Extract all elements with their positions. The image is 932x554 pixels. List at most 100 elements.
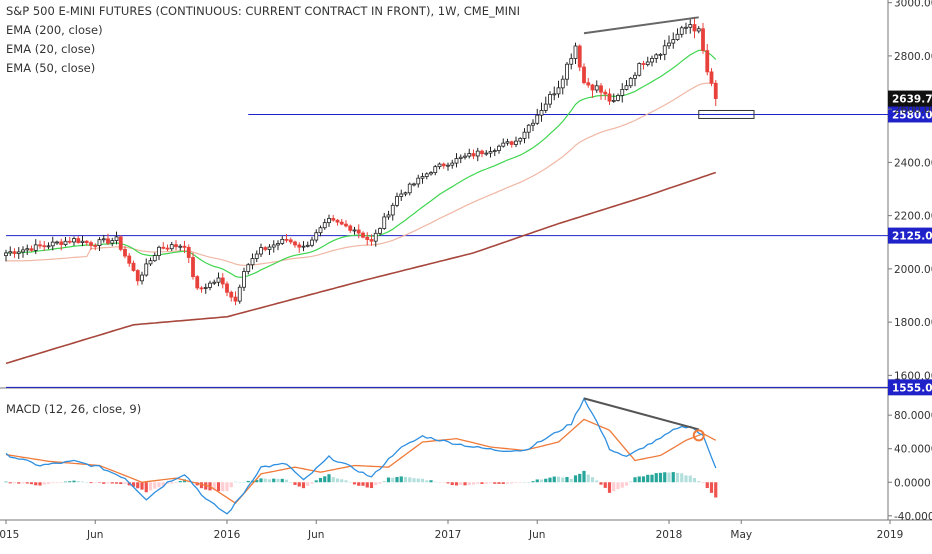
macd-line — [5, 397, 717, 515]
hist-bar-neg — [437, 482, 442, 483]
candle-down — [161, 246, 166, 249]
hist-bar-neg — [599, 482, 603, 485]
candle-up — [152, 255, 157, 262]
candle-down — [186, 246, 191, 258]
indicator-ema50: EMA (50, close) — [6, 61, 96, 75]
candle-up — [203, 287, 208, 289]
hist-bar-neg — [369, 482, 374, 489]
hist-bar-pos — [429, 480, 433, 483]
hist-bar-pos — [663, 472, 667, 483]
chart-title: S&P 500 E-MINI FUTURES (CONTINUOUS: CURR… — [6, 4, 521, 18]
candle-down — [607, 93, 612, 102]
hist-bar-pos — [399, 476, 403, 483]
hist-bar-pos — [586, 474, 590, 483]
candle-up — [658, 53, 663, 56]
candle-down — [182, 245, 187, 248]
hist-bar-neg — [365, 482, 369, 488]
hist-bar-pos — [391, 477, 395, 483]
candle-up — [696, 28, 701, 32]
hist-bar-pos — [671, 472, 675, 483]
candle-up — [157, 246, 161, 256]
candle-up — [637, 63, 642, 76]
candle-up — [628, 77, 633, 87]
time-tick-label: May — [730, 529, 752, 541]
macd-tick-label: 80.0000 — [894, 410, 932, 422]
hist-bar-neg — [89, 482, 93, 484]
time-tick-label: Jun — [307, 529, 324, 541]
candle-up — [611, 99, 616, 102]
candle-down — [59, 241, 64, 245]
candle-down — [93, 245, 98, 247]
candle-up — [654, 54, 659, 59]
hist-bar-pos — [675, 473, 680, 483]
candle-up — [254, 253, 259, 259]
candle-up — [97, 239, 102, 246]
candle-up — [8, 251, 13, 254]
candle-down — [331, 218, 336, 221]
hist-bar-neg — [136, 482, 140, 489]
hist-bar-pos — [412, 478, 416, 483]
hist-bar-pos — [633, 477, 637, 483]
candle-down — [335, 219, 340, 223]
macd-panel — [4, 397, 718, 515]
candle-up — [539, 110, 544, 116]
hist-bar-pos — [80, 481, 85, 483]
candle-up — [543, 103, 548, 111]
hist-bar-neg — [148, 482, 153, 491]
hist-bar-neg — [161, 482, 165, 487]
hist-bar-neg — [119, 482, 123, 485]
hist-bar-neg — [110, 482, 114, 484]
hist-bar-neg — [123, 482, 127, 484]
candle-up — [305, 244, 310, 247]
hist-bar-pos — [72, 480, 76, 483]
hist-bar-neg — [352, 482, 357, 485]
hist-bar-pos — [582, 470, 586, 483]
candle-up — [475, 150, 480, 157]
hist-bar-neg — [374, 482, 378, 486]
price-tick-label: 2600.00 — [894, 104, 932, 116]
hist-bar-pos — [531, 481, 535, 483]
candle-up — [437, 163, 442, 168]
hist-bar-pos — [561, 477, 565, 483]
hist-bar-pos — [697, 481, 701, 483]
hist-bar-pos — [76, 481, 80, 483]
candle-down — [590, 84, 595, 91]
hist-bar-pos — [255, 479, 259, 483]
candle-down — [165, 247, 170, 250]
hist-bar-pos — [416, 478, 420, 483]
candle-down — [89, 242, 93, 246]
candle-up — [267, 246, 272, 250]
candle-down — [365, 236, 370, 240]
hist-bar-pos — [595, 480, 599, 483]
price-tick-label: 2000.00 — [894, 264, 932, 276]
price-tick-label: 1600.00 — [894, 370, 932, 382]
candle-up — [280, 238, 285, 244]
hist-bar-pos — [590, 477, 595, 483]
hist-bar-neg — [8, 482, 12, 484]
hist-bar-pos — [4, 481, 8, 483]
candle-up — [250, 258, 255, 266]
candle-up — [16, 251, 21, 254]
candle-down — [339, 221, 344, 225]
hist-bar-neg — [603, 482, 607, 488]
candle-down — [127, 255, 132, 264]
macd-tick-label: 40.0000 — [894, 444, 932, 456]
candle-down — [118, 236, 123, 250]
support-label-box — [888, 106, 932, 123]
hist-bar-neg — [17, 482, 21, 484]
hist-bar-neg — [446, 482, 450, 484]
candle-down — [701, 28, 705, 52]
hist-bar-neg — [459, 482, 463, 485]
candle-down — [174, 244, 178, 248]
candle-down — [599, 85, 603, 93]
candle-up — [684, 26, 688, 29]
hist-bar-pos — [318, 477, 323, 483]
candle-up — [212, 281, 217, 284]
macd-title: MACD (12, 26, close, 9) — [6, 402, 142, 416]
signal-line — [5, 418, 717, 505]
candle-up — [679, 27, 684, 35]
hist-bar-neg — [476, 482, 480, 484]
time-tick-label: 2016 — [214, 529, 241, 541]
hist-bar-pos — [527, 482, 531, 483]
